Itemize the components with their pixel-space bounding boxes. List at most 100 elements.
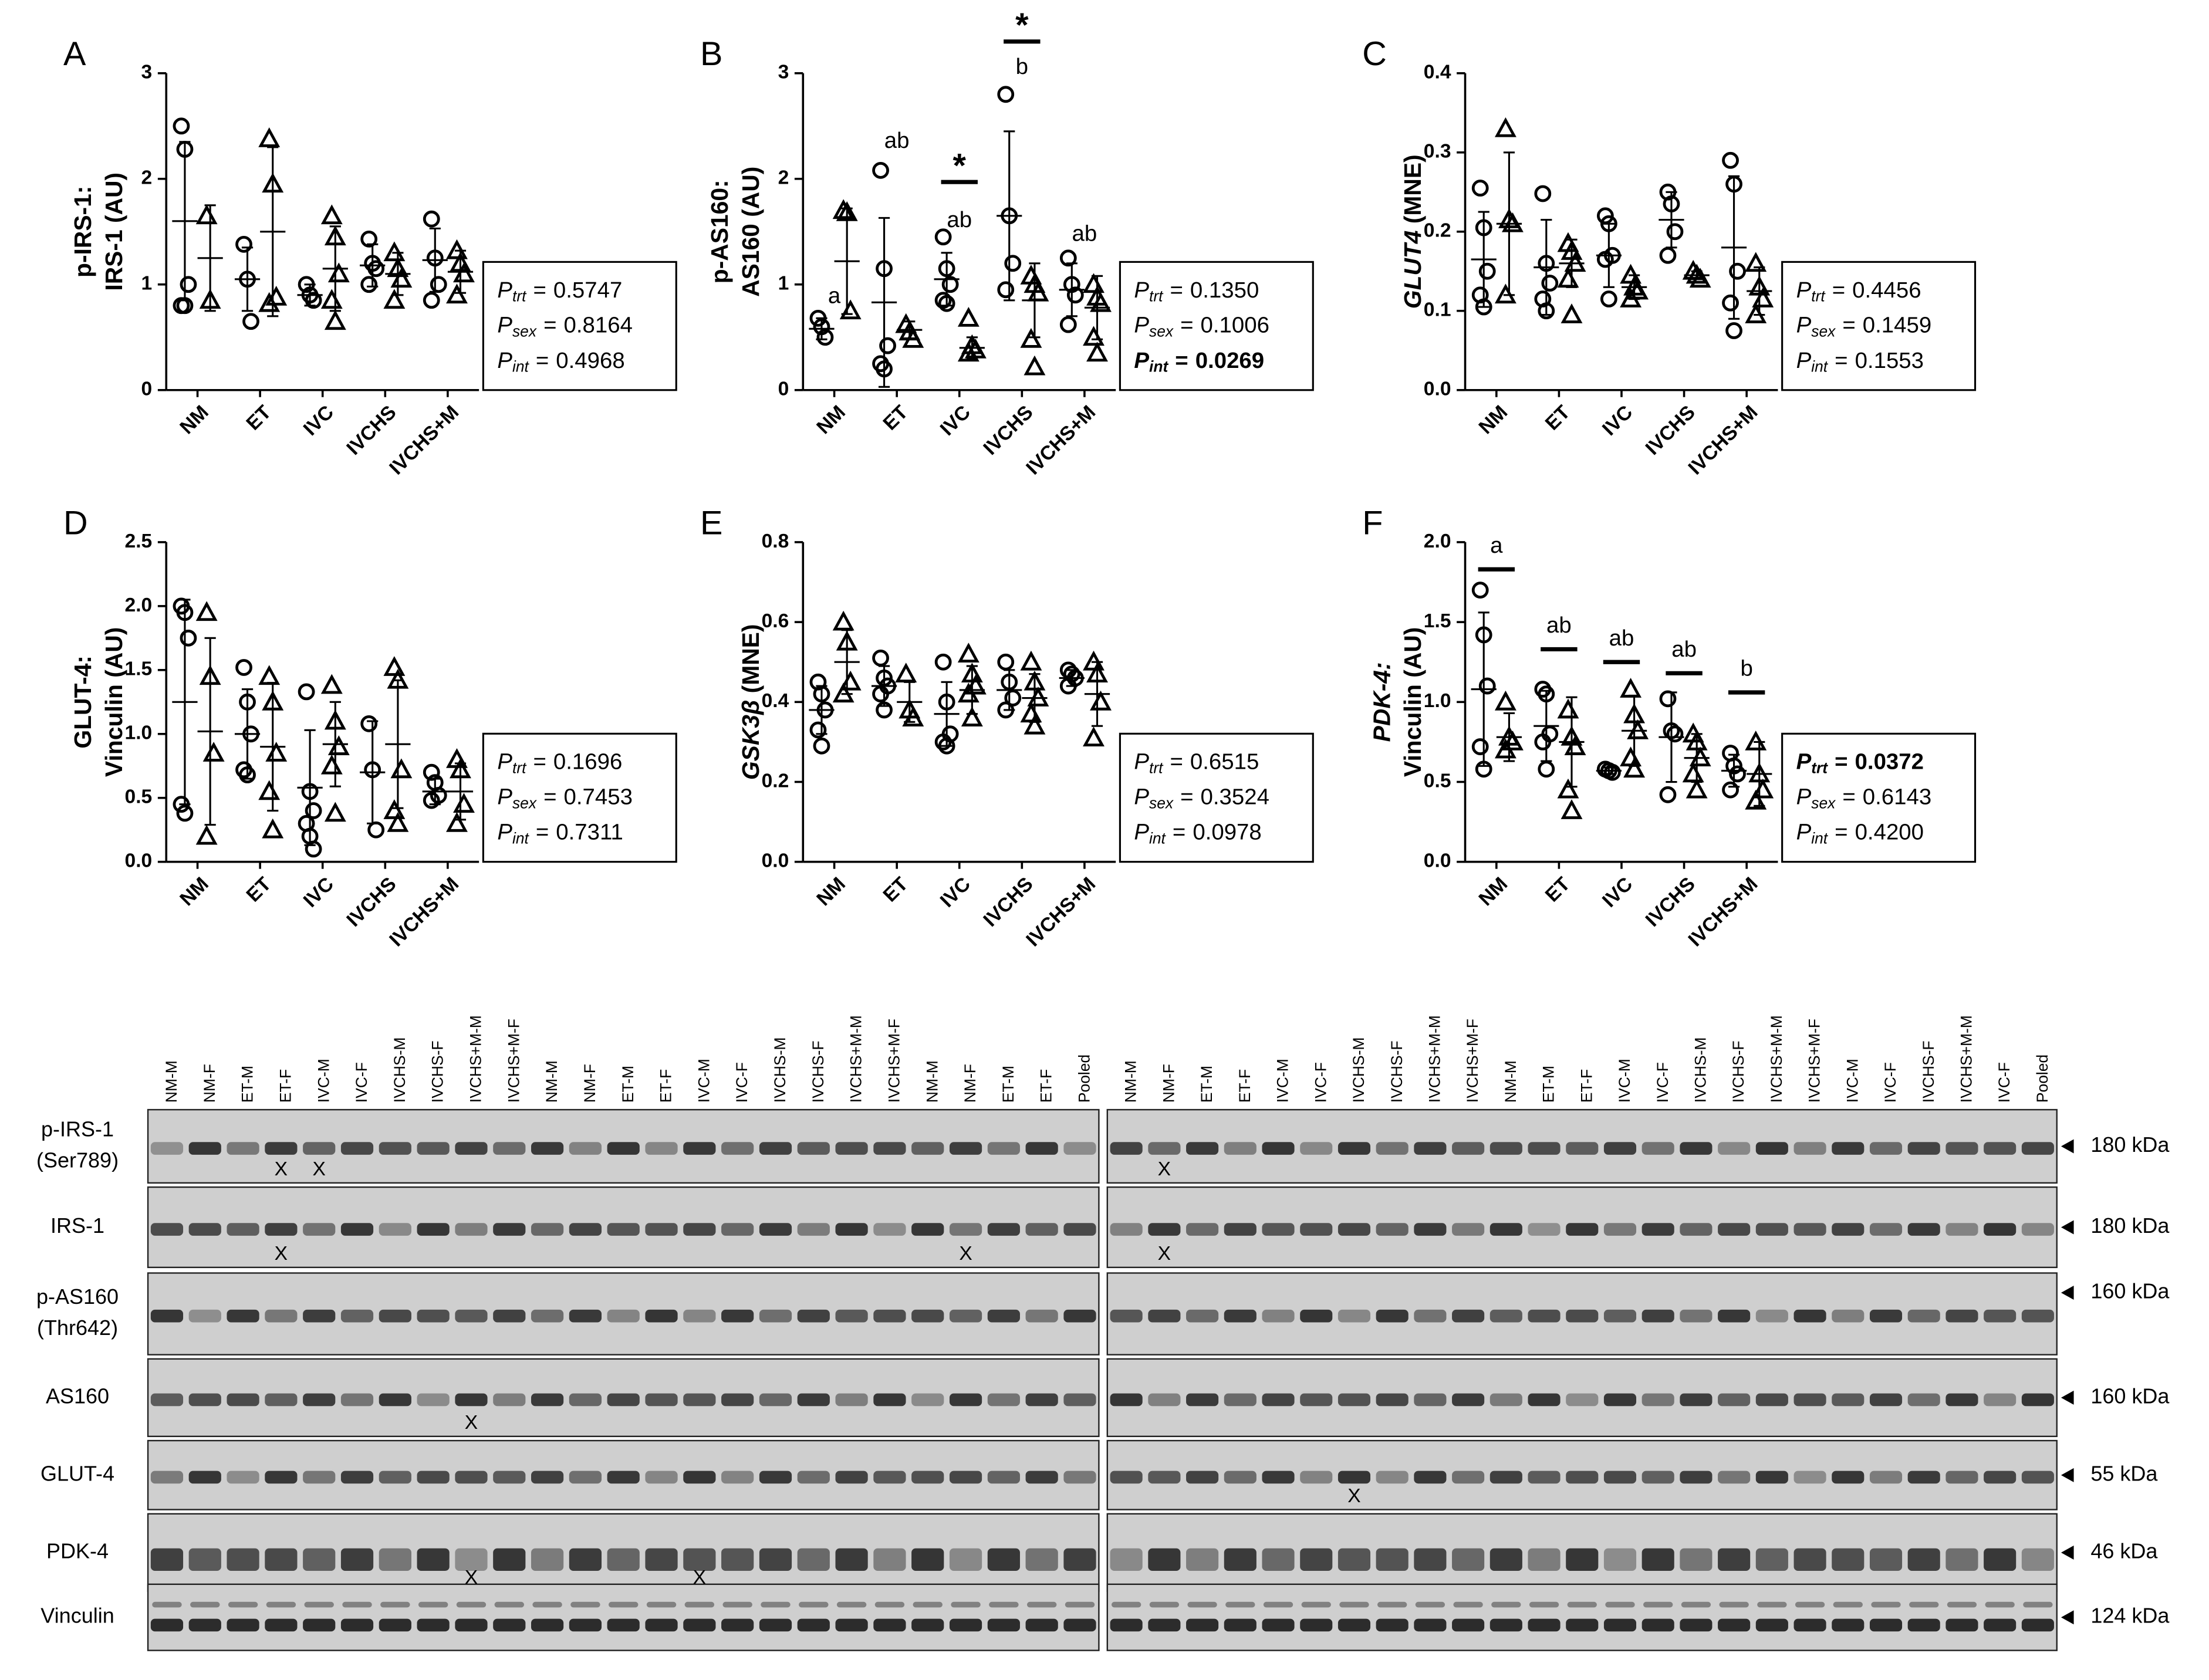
sd-bar — [267, 682, 279, 812]
blot-band — [1063, 1142, 1096, 1155]
stats-symbol: P — [1134, 278, 1149, 303]
sd-bar — [304, 283, 316, 307]
size-label: 180 kDa — [2090, 1133, 2170, 1157]
blot-band — [1832, 1309, 1865, 1323]
sd-bar — [1004, 669, 1015, 711]
blot-band — [455, 1309, 488, 1323]
blot-band — [1718, 1309, 1751, 1323]
blot-band — [1300, 1618, 1333, 1632]
data-point — [1020, 650, 1042, 671]
blot-band — [379, 1618, 411, 1632]
data-point — [1666, 223, 1684, 241]
sd-bar — [1004, 130, 1015, 302]
lane-label: IVC-F — [1312, 1062, 1329, 1103]
sd-bar — [904, 320, 916, 340]
stats-symbol: P — [497, 348, 512, 373]
blot-band — [188, 1618, 221, 1632]
blot-band — [1603, 1309, 1637, 1323]
size-arrow — [2061, 1286, 2074, 1300]
blot-band — [1793, 1548, 1826, 1571]
blot-band — [1945, 1471, 1978, 1484]
y-tick-label: 0.2 — [762, 770, 789, 792]
lane-label: IVC-F — [1995, 1062, 2013, 1103]
data-point — [446, 283, 468, 304]
blot-band — [340, 1548, 374, 1571]
lane-label: IVCHS+M-F — [1464, 1019, 1481, 1103]
stats-relation: = — [536, 820, 549, 845]
exclusion-mark: X — [275, 1243, 288, 1265]
blot-row-label: (Ser789) — [36, 1148, 119, 1172]
stats-value: 0.0978 — [1193, 820, 1261, 845]
blot-band — [1110, 1309, 1143, 1323]
blot-band — [1148, 1223, 1181, 1236]
blot-band — [1063, 1548, 1096, 1571]
blot-band — [1641, 1393, 1674, 1407]
lane-label: IVCHS-F — [1388, 1041, 1406, 1103]
data-point — [195, 601, 218, 621]
blot-band — [759, 1309, 792, 1323]
blot-band — [1262, 1618, 1295, 1632]
blot-band — [1528, 1223, 1561, 1236]
blot-band — [759, 1548, 792, 1571]
blot-band — [417, 1223, 450, 1236]
y-axis-label-part: PDK-4: — [1368, 662, 1395, 742]
sd-bar — [878, 665, 890, 707]
sd-bar — [1628, 274, 1640, 300]
blot-band — [1718, 1393, 1751, 1407]
stats-symbol: P — [1134, 749, 1149, 775]
blot-band — [227, 1309, 259, 1323]
blot-band — [1718, 1548, 1751, 1571]
blot-band — [987, 1223, 1020, 1236]
blot-band — [1832, 1142, 1865, 1155]
blot-band — [227, 1471, 259, 1484]
stats-symbol: P — [1796, 348, 1812, 373]
data-point — [173, 117, 190, 135]
y-tick-label: 0.0 — [1424, 850, 1451, 872]
blot-band — [188, 1548, 221, 1571]
y-tick-label: 0.0 — [1424, 378, 1451, 400]
blot-band — [1452, 1618, 1485, 1632]
blot-band — [873, 1548, 906, 1571]
blot-band — [1528, 1471, 1561, 1484]
blot-band — [1680, 1309, 1713, 1323]
blot-band — [1489, 1142, 1522, 1155]
blot-band — [1528, 1142, 1561, 1155]
stats-sub: sex — [1149, 794, 1174, 812]
data-point — [1722, 294, 1739, 312]
blot-band — [1528, 1309, 1561, 1323]
lane-label: IVCHS-M — [391, 1037, 408, 1103]
blot-band — [150, 1618, 184, 1632]
blot-band — [493, 1471, 526, 1484]
stats-value: 0.4456 — [1852, 278, 1921, 303]
data-point — [1086, 342, 1108, 362]
significance-label: ab — [1546, 613, 1572, 638]
significance-label: ab — [947, 207, 972, 232]
stats-box — [1781, 261, 1977, 391]
sd-bar — [1603, 222, 1614, 288]
blot-band — [1755, 1548, 1788, 1571]
stats-symbol: P — [1796, 313, 1812, 338]
blot-band — [1337, 1142, 1371, 1155]
blot-band — [1262, 1223, 1295, 1236]
blot-band — [911, 1309, 944, 1323]
data-point — [446, 812, 468, 832]
significance-label: ab — [1671, 637, 1697, 662]
stats-sub: int — [1149, 829, 1167, 847]
blot-band — [1869, 1471, 1903, 1484]
lane-label: IVCHS+M-M — [847, 1015, 865, 1103]
blot-band — [1300, 1393, 1333, 1407]
lane-label: ET-M — [999, 1066, 1017, 1103]
lane-label: IVCHS-F — [1730, 1041, 1747, 1103]
blot-band — [759, 1142, 792, 1155]
y-tick-label: 0.0 — [125, 850, 153, 872]
blot-band — [1186, 1618, 1219, 1632]
blot-band — [570, 1601, 600, 1608]
significance-label: b — [1740, 656, 1752, 681]
blot-band — [150, 1393, 184, 1407]
lane-label: IVCHS+M-F — [885, 1019, 903, 1103]
sd-bar — [1603, 766, 1614, 775]
panel-letter: E — [700, 504, 722, 542]
stats-sub: sex — [1811, 794, 1836, 812]
data-point — [1083, 726, 1104, 747]
lane-label: Pooled — [1076, 1054, 1093, 1103]
